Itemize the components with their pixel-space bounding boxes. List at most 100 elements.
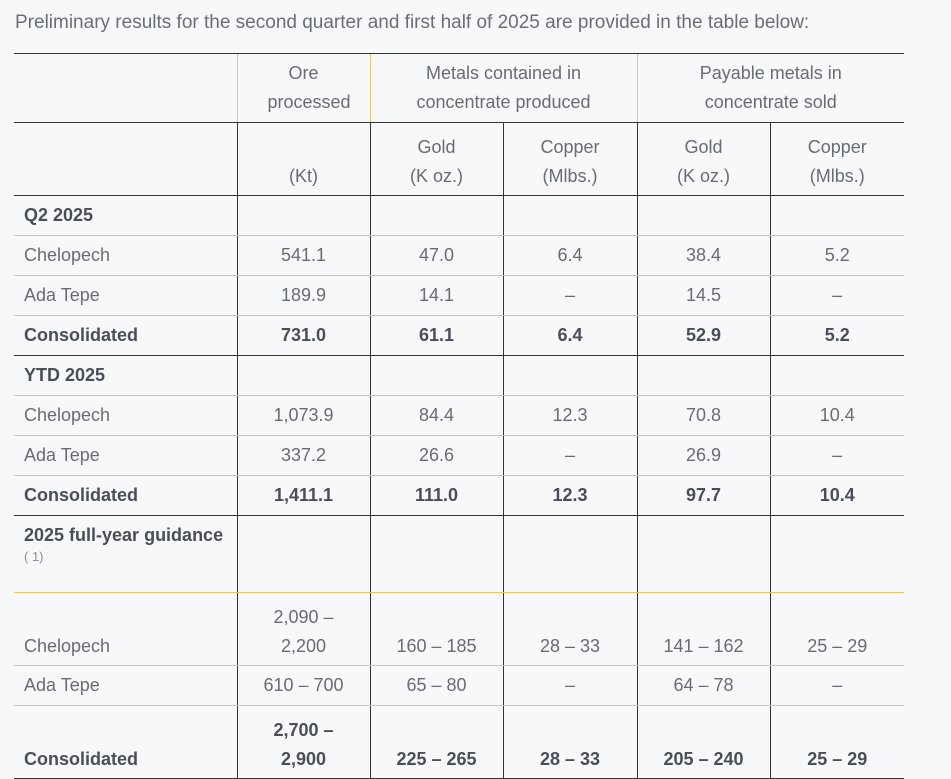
- table-row: Ada Tepe 610 – 700 65 – 80 – 64 – 78 –: [14, 665, 905, 706]
- row-label: Consolidated: [14, 705, 237, 779]
- table-cell: 65 – 80: [369, 665, 503, 706]
- table-cell: 12.3: [502, 395, 637, 436]
- row-label: Ada Tepe: [14, 275, 237, 316]
- table-cell: 64 – 78: [636, 665, 770, 706]
- table-cell: 28 – 33: [502, 592, 637, 666]
- table-cell: 61.1: [369, 315, 503, 356]
- header-unit-copper-produced: Copper (Mlbs.): [502, 122, 637, 196]
- table-cell: [502, 355, 637, 396]
- header-copper-sold-unit: (Mlbs.): [809, 166, 865, 186]
- header-unit-copper-sold: Copper (Mlbs.): [769, 122, 905, 196]
- row-label: Chelopech: [14, 395, 237, 436]
- table-cell: 731.0: [236, 315, 370, 356]
- table-cell: [369, 195, 503, 236]
- table-cell: –: [769, 435, 905, 476]
- table-row: Ada Tepe 337.2 26.6 – 26.9 –: [14, 435, 905, 476]
- header-ore-processed: Ore processed: [236, 53, 370, 123]
- table-cell: 5.2: [769, 315, 905, 356]
- table-cell: 6.4: [502, 235, 637, 276]
- section-row-ytd: YTD 2025: [14, 355, 905, 396]
- header-units-blank: [14, 122, 237, 196]
- header-gold-sold-name: Gold: [684, 137, 723, 157]
- table-cell: 47.0: [369, 235, 503, 276]
- table-cell: 97.7: [636, 475, 770, 516]
- table-cell: [769, 355, 905, 396]
- table-cell: 205 – 240: [636, 705, 770, 779]
- table-cell: 28 – 33: [502, 705, 637, 779]
- table-cell: 26.6: [369, 435, 503, 476]
- table-cell: 2,700 – 2,900: [236, 705, 370, 779]
- table-cell: [502, 195, 637, 236]
- table-cell: 25 – 29: [769, 705, 905, 779]
- section-row-guidance: 2025 full-year guidance ( 1): [14, 515, 905, 593]
- header-unit-gold-sold: Gold (K oz.): [636, 122, 770, 196]
- table-cell: 84.4: [369, 395, 503, 436]
- table-cell: [236, 355, 370, 396]
- table-cell: 10.4: [769, 395, 905, 436]
- table-cell: 337.2: [236, 435, 370, 476]
- table-row: Ada Tepe 189.9 14.1 – 14.5 –: [14, 275, 905, 316]
- row-label: Chelopech: [14, 592, 237, 666]
- table-cell: –: [502, 435, 637, 476]
- table-cell: 5.2: [769, 235, 905, 276]
- table-row-total: Consolidated 2,700 – 2,900 225 – 265 28 …: [14, 705, 905, 779]
- table-cell: 38.4: [636, 235, 770, 276]
- table-cell: 541.1: [236, 235, 370, 276]
- table-cell: 14.1: [369, 275, 503, 316]
- table-cell: [636, 515, 770, 593]
- table-cell: 1,073.9: [236, 395, 370, 436]
- table-cell: 25 – 29: [769, 592, 905, 666]
- table-cell: 26.9: [636, 435, 770, 476]
- header-metals-contained: Metals contained in concentrate produced: [369, 53, 637, 123]
- table-cell: 14.5: [636, 275, 770, 316]
- header-unit-gold-produced: Gold (K oz.): [369, 122, 503, 196]
- table-cell: [236, 515, 370, 593]
- table-cell: 70.8: [636, 395, 770, 436]
- table-cell: 189.9: [236, 275, 370, 316]
- header-gold-produced-unit: (K oz.): [409, 166, 463, 186]
- section-title-ytd: YTD 2025: [14, 355, 237, 396]
- header-row-groups: Ore processed Metals contained in concen…: [14, 53, 905, 123]
- table-cell: 160 – 185: [369, 592, 503, 666]
- table-cell: 12.3: [502, 475, 637, 516]
- section-title-q2: Q2 2025: [14, 195, 237, 236]
- header-copper-produced-name: Copper: [540, 137, 600, 157]
- row-label: Ada Tepe: [14, 665, 237, 706]
- table-cell: 610 – 700: [236, 665, 370, 706]
- results-table: Ore processed Metals contained in concen…: [14, 53, 905, 779]
- table-cell: [636, 195, 770, 236]
- header-gold-produced-name: Gold: [417, 137, 456, 157]
- guidance-title: 2025 full-year guidance: [24, 525, 224, 545]
- table-row-total: Consolidated 1,411.1 111.0 12.3 97.7 10.…: [14, 475, 905, 516]
- table-cell: 2,090 – 2,200: [236, 592, 370, 666]
- table-cell: 1,411.1: [236, 475, 370, 516]
- table-row: Chelopech 541.1 47.0 6.4 38.4 5.2: [14, 235, 905, 276]
- header-unit-ore: (Kt): [236, 122, 370, 196]
- header-row-units: (Kt) Gold (K oz.) Copper (Mlbs.) Gold (K…: [14, 122, 905, 196]
- table-cell: –: [502, 275, 637, 316]
- table-cell: [636, 355, 770, 396]
- row-label: Ada Tepe: [14, 435, 237, 476]
- table-row: Chelopech 2,090 – 2,200 160 – 185 28 – 3…: [14, 592, 905, 666]
- section-row-q2: Q2 2025: [14, 195, 905, 236]
- table-cell: –: [769, 665, 905, 706]
- table-cell: 6.4: [502, 315, 637, 356]
- header-copper-sold-name: Copper: [807, 137, 867, 157]
- header-copper-produced-unit: (Mlbs.): [542, 166, 598, 186]
- table-cell: [236, 195, 370, 236]
- table-cell: –: [502, 665, 637, 706]
- table-cell: [769, 515, 905, 593]
- table-cell: [369, 355, 503, 396]
- table-row: Chelopech 1,073.9 84.4 12.3 70.8 10.4: [14, 395, 905, 436]
- row-label: Consolidated: [14, 475, 237, 516]
- table-cell: 141 – 162: [636, 592, 770, 666]
- table-cell: [369, 515, 503, 593]
- row-label: Chelopech: [14, 235, 237, 276]
- header-blank: [14, 53, 237, 123]
- row-label: Consolidated: [14, 315, 237, 356]
- guidance-footnote-ref: ( 1): [24, 549, 44, 564]
- table-cell: –: [769, 275, 905, 316]
- table-cell: [502, 515, 637, 593]
- table-cell: 225 – 265: [369, 705, 503, 779]
- section-title-guidance: 2025 full-year guidance ( 1): [14, 515, 237, 593]
